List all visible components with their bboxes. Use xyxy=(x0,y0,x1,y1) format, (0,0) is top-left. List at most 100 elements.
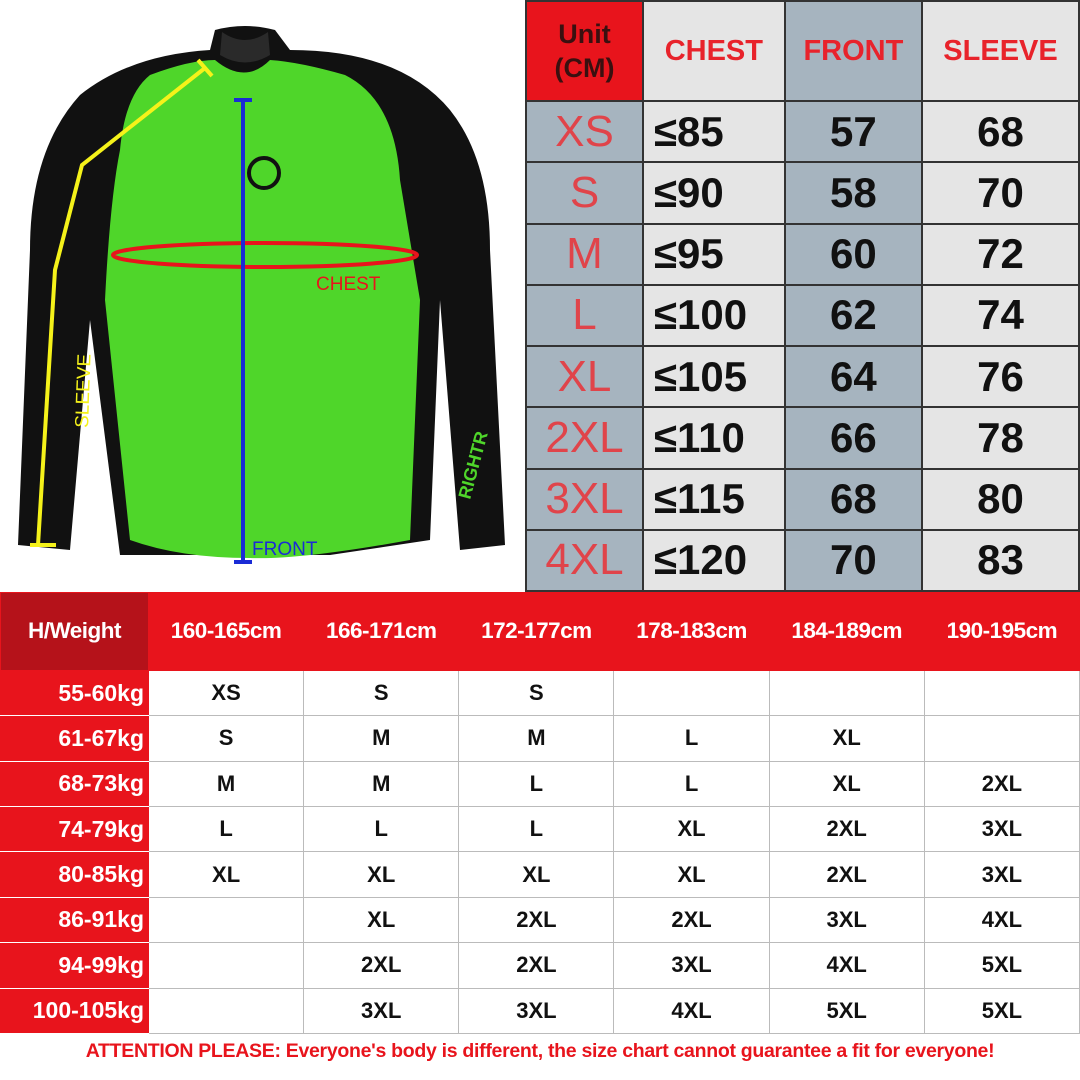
size-cell: 3XL xyxy=(525,467,644,531)
sleeve-cell: 68 xyxy=(921,99,1080,164)
size-recommendation: XL xyxy=(303,896,460,944)
front-cell: 57 xyxy=(783,99,924,164)
weight-label: 68-73kg xyxy=(0,760,149,807)
front-header: FRONT xyxy=(783,0,924,102)
measurement-table: Unit (CM) CHEST FRONT SLEEVE XS ≤85 57 68 S ≤… xyxy=(525,0,1080,593)
size-recommendation: 4XL xyxy=(768,942,925,989)
sleeve-label: SLEEVE xyxy=(72,354,96,429)
size-recommendation: M xyxy=(303,760,460,807)
size-row: XL ≤105 64 76 xyxy=(525,344,1080,409)
size-row: 2XL ≤110 66 78 xyxy=(525,406,1080,470)
size-recommendation: XL xyxy=(768,715,925,762)
chest-cell: ≤105 xyxy=(642,344,786,409)
size-recommendation: 2XL xyxy=(458,896,615,944)
weight-label: 80-85kg xyxy=(0,851,149,898)
size-recommendation: M xyxy=(147,760,305,807)
weight-label: 55-60kg xyxy=(0,669,149,717)
weight-row: 94-99kg 2XL 2XL 3XL 4XL 5XL xyxy=(0,942,1080,989)
front-cell: 66 xyxy=(783,406,924,470)
size-recommendation: XL xyxy=(458,851,615,898)
size-recommendation: 2XL xyxy=(303,942,460,989)
chest-cell: ≤120 xyxy=(642,528,786,593)
size-recommendation: 2XL xyxy=(768,851,925,898)
front-cell: 58 xyxy=(783,161,924,225)
size-recommendation: XL xyxy=(303,851,460,898)
front-label: FRONT xyxy=(252,539,318,560)
size-row: M ≤95 60 72 xyxy=(525,222,1080,286)
size-recommendation: L xyxy=(147,805,305,853)
fit-table: H/Weight 160-165cm 166-171cm 172-177cm 178-… xyxy=(0,592,1080,1035)
size-recommendation: 3XL xyxy=(303,987,460,1035)
size-recommendation xyxy=(923,669,1080,717)
chest-cell: ≤115 xyxy=(642,467,786,531)
size-recommendation: M xyxy=(458,715,615,762)
size-recommendation: XL xyxy=(147,851,305,898)
chest-cell: ≤90 xyxy=(642,161,786,225)
weight-row: 100-105kg 3XL 3XL 4XL 5XL 5XL xyxy=(0,987,1080,1035)
weight-row: 61-67kg S M M L XL xyxy=(0,715,1080,762)
size-recommendation: XL xyxy=(613,805,770,853)
size-cell: 4XL xyxy=(525,528,644,593)
size-recommendation: L xyxy=(303,805,460,853)
shirt-illustration: RIGHTR SLEEVE CHEST FRONT xyxy=(18,26,505,564)
chest-line xyxy=(111,241,419,269)
chest-cell: ≤85 xyxy=(642,99,786,164)
size-row: S ≤90 58 70 xyxy=(525,161,1080,225)
sleeve-cell: 74 xyxy=(921,283,1080,348)
size-row: XS ≤85 57 68 xyxy=(525,99,1080,164)
collar xyxy=(220,32,270,63)
chest-label: CHEST xyxy=(316,274,381,295)
size-recommendation: L xyxy=(458,805,615,853)
size-recommendation: XL xyxy=(768,760,925,807)
size-recommendation xyxy=(923,715,1080,762)
sleeve-line xyxy=(36,66,207,546)
weight-label: 94-99kg xyxy=(0,942,149,989)
height-header: 166-171cm xyxy=(303,592,460,671)
size-recommendation: 4XL xyxy=(923,896,1080,944)
weight-label: 74-79kg xyxy=(0,805,149,853)
size-cell: XS xyxy=(525,99,644,164)
size-recommendation: 2XL xyxy=(768,805,925,853)
sleeve-header: SLEEVE xyxy=(921,0,1080,102)
weight-label: 86-91kg xyxy=(0,896,149,944)
chest-header: CHEST xyxy=(642,0,786,102)
weight-label: 100-105kg xyxy=(0,987,149,1035)
size-recommendation: S xyxy=(147,715,305,762)
size-recommendation: XS xyxy=(147,669,305,717)
chest-cell: ≤100 xyxy=(642,283,786,348)
weight-row: 80-85kg XL XL XL XL 2XL 3XL xyxy=(0,851,1080,898)
size-recommendation: 4XL xyxy=(613,987,770,1035)
size-cell: XL xyxy=(525,344,644,409)
size-recommendation: 3XL xyxy=(923,851,1080,898)
size-recommendation: M xyxy=(303,715,460,762)
size-recommendation: 5XL xyxy=(923,942,1080,989)
size-row: L ≤100 62 74 xyxy=(525,283,1080,348)
height-header: 178-183cm xyxy=(613,592,770,671)
size-recommendation: 3XL xyxy=(923,805,1080,853)
weight-row: 68-73kg M M L L XL 2XL xyxy=(0,760,1080,807)
size-recommendation: 5XL xyxy=(923,987,1080,1035)
size-recommendation: L xyxy=(458,760,615,807)
sleeve-cell: 78 xyxy=(921,406,1080,470)
size-recommendation: S xyxy=(303,669,460,717)
height-header: 190-195cm xyxy=(923,592,1080,671)
size-cell: S xyxy=(525,161,644,225)
attention-note: ATTENTION PLEASE: Everyone's body is dif… xyxy=(85,1040,995,1062)
front-cell: 60 xyxy=(783,222,924,286)
size-recommendation xyxy=(147,987,305,1035)
sleeve-cell: 72 xyxy=(921,222,1080,286)
size-recommendation: 3XL xyxy=(768,896,925,944)
size-recommendation: L xyxy=(613,715,770,762)
weight-row: 55-60kg XS S S xyxy=(0,669,1080,717)
size-cell: M xyxy=(525,222,644,286)
size-recommendation: S xyxy=(458,669,615,717)
corner-header: H/Weight xyxy=(0,592,149,671)
weight-label: 61-67kg xyxy=(0,715,149,762)
size-recommendation: 3XL xyxy=(613,942,770,989)
size-row: 3XL ≤115 68 80 xyxy=(525,467,1080,531)
size-recommendation: 3XL xyxy=(458,987,615,1035)
size-recommendation xyxy=(147,896,305,944)
chest-cell: ≤110 xyxy=(642,406,786,470)
height-header: 184-189cm xyxy=(768,592,925,671)
height-header: 172-177cm xyxy=(458,592,615,671)
